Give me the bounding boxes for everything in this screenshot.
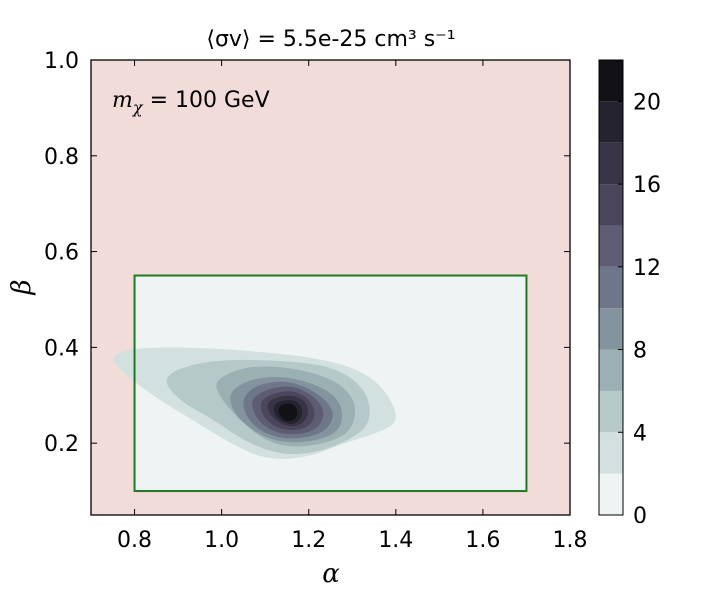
y-axis-title: β bbox=[7, 279, 37, 295]
colorbar-band bbox=[599, 142, 623, 185]
x-tick-label: 1.2 bbox=[291, 528, 326, 553]
colorbar-band bbox=[599, 308, 623, 350]
colorbar-band bbox=[599, 473, 623, 515]
y-tick-label: 0.2 bbox=[44, 432, 79, 457]
x-tick-label: 1.6 bbox=[465, 528, 500, 553]
colorbar-band bbox=[599, 349, 623, 391]
plot-frame bbox=[90, 59, 571, 516]
colorbar-tick-label: 12 bbox=[633, 256, 661, 281]
x-tick-label: 0.8 bbox=[117, 528, 152, 553]
colorbar-tick-label: 4 bbox=[633, 421, 647, 446]
colorbar-tick-label: 8 bbox=[633, 339, 647, 364]
allowed-region-border bbox=[133, 274, 528, 493]
x-tick-label: 1.4 bbox=[378, 528, 413, 553]
axes: 0.8 1.0 1.2 1.4 1.6 1.8 0.2 0.4 0.6 0.8 1.0 bbox=[44, 49, 588, 553]
contour-fills bbox=[112, 347, 396, 459]
colorbar-band bbox=[599, 225, 623, 267]
x-tick-label: 1.8 bbox=[553, 528, 588, 553]
colorbar-frame bbox=[598, 59, 624, 516]
y-tick-label: 0.8 bbox=[44, 145, 79, 170]
y-tick-label: 0.4 bbox=[44, 336, 79, 361]
colorbar-tick-label: 0 bbox=[633, 504, 647, 529]
colorbar-tick-label: 20 bbox=[633, 90, 661, 115]
colorbar-band bbox=[599, 432, 623, 474]
x-axis-title: α bbox=[322, 559, 340, 589]
mass-annotation: mχ = 100 GeV bbox=[112, 88, 270, 117]
colorbar-band bbox=[599, 60, 623, 102]
colorbar-band bbox=[599, 184, 623, 226]
y-tick-label: 1.0 bbox=[44, 49, 79, 74]
colorbar-band bbox=[599, 390, 623, 433]
colorbar-band bbox=[599, 101, 623, 143]
y-tick-label: 0.6 bbox=[44, 241, 79, 266]
colorbar-band bbox=[599, 266, 623, 309]
contour-level-20 bbox=[278, 403, 298, 422]
colorbar-tick-label: 16 bbox=[633, 173, 661, 198]
colorbar: 0 4 8 12 16 20 bbox=[598, 59, 661, 529]
x-tick-label: 1.0 bbox=[204, 528, 239, 553]
chart-title: ⟨σv⟩ = 5.5e-25 cm³ s⁻¹ bbox=[206, 27, 455, 52]
